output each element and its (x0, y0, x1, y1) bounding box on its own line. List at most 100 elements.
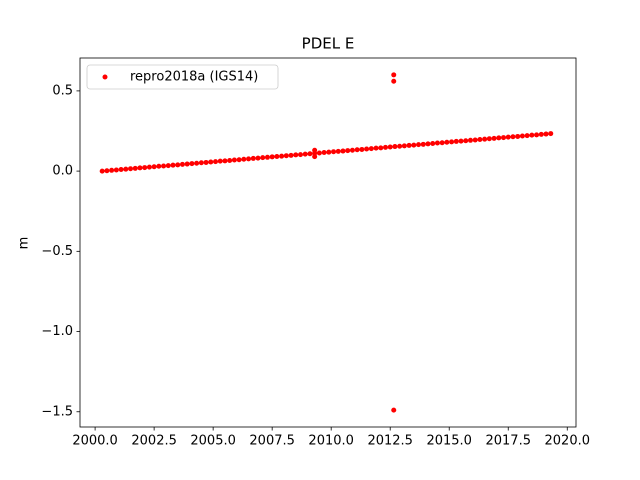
data-point (260, 155, 266, 161)
data-point (123, 166, 129, 172)
data-point (387, 144, 393, 150)
data-point (250, 155, 256, 161)
y-tick-label: 0.5 (52, 83, 73, 98)
data-point (548, 131, 554, 137)
data-point (467, 137, 473, 143)
data-point (170, 162, 176, 168)
data-point (321, 149, 327, 155)
y-tick-label: 0.0 (52, 164, 73, 179)
data-point (283, 153, 289, 159)
data-point (217, 158, 223, 164)
data-point (227, 158, 233, 164)
data-point (198, 160, 204, 166)
data-point (397, 143, 403, 149)
data-point (279, 153, 285, 159)
data-point (307, 151, 313, 157)
y-tick-label: −1.5 (41, 404, 73, 419)
data-point (458, 138, 464, 144)
x-tick-label: 2015.0 (426, 434, 472, 449)
data-point (255, 155, 261, 161)
data-point (345, 148, 351, 154)
data-point (246, 156, 252, 162)
y-tick-label: −0.5 (41, 244, 73, 259)
data-point (392, 144, 398, 150)
y-tick-label: −1.0 (41, 324, 73, 339)
x-tick-label: 2000.0 (72, 434, 118, 449)
data-point (382, 144, 388, 150)
data-point (213, 159, 219, 165)
data-point (142, 165, 148, 171)
data-point (368, 146, 374, 152)
data-point (472, 137, 478, 143)
x-tick-label: 2002.5 (131, 434, 177, 449)
data-point (349, 147, 355, 153)
data-point (109, 167, 115, 173)
data-point (378, 145, 384, 151)
legend-marker (102, 74, 108, 80)
data-point (391, 407, 397, 413)
data-point (288, 152, 294, 158)
data-point (264, 154, 270, 160)
data-point (543, 131, 549, 137)
data-point (439, 140, 445, 146)
data-point (453, 138, 459, 144)
data-point (104, 168, 110, 174)
data-point (434, 140, 440, 146)
data-point (359, 146, 365, 152)
x-tick-label: 2010.0 (308, 434, 354, 449)
data-point (297, 152, 303, 158)
data-point (302, 151, 308, 157)
data-point (411, 142, 417, 148)
data-point (208, 159, 214, 165)
data-point (194, 160, 200, 166)
data-point (293, 152, 299, 158)
data-point (538, 131, 544, 137)
x-tick-label: 2020.0 (545, 434, 591, 449)
data-point (510, 134, 516, 140)
data-point (496, 135, 502, 141)
data-point (391, 78, 397, 84)
data-point (331, 149, 337, 155)
data-point (113, 167, 119, 173)
data-point (449, 139, 455, 145)
data-point (477, 137, 483, 143)
chart-title: PDEL E (302, 35, 355, 53)
data-point (316, 150, 322, 156)
data-point (312, 154, 318, 160)
data-point (161, 163, 167, 169)
data-point (463, 138, 469, 144)
data-point (401, 143, 407, 149)
legend-box (86, 64, 279, 90)
data-point (364, 146, 370, 152)
data-point (335, 148, 341, 154)
data-point (236, 157, 242, 163)
data-point (491, 135, 497, 141)
data-point (137, 165, 143, 171)
data-point (430, 141, 436, 147)
data-point (519, 133, 525, 139)
x-tick-label: 2017.5 (485, 434, 531, 449)
legend-label: repro2018a (IGS14) (130, 70, 258, 85)
data-point (501, 135, 507, 141)
data-point (99, 168, 105, 174)
data-point (486, 136, 492, 142)
data-point (132, 165, 138, 171)
data-point (128, 166, 134, 172)
data-point (354, 147, 360, 153)
data-point (534, 132, 540, 138)
data-point (406, 142, 412, 148)
data-point (189, 161, 195, 167)
x-tick-label: 2012.5 (367, 434, 413, 449)
data-point (524, 133, 530, 139)
data-point (416, 142, 422, 148)
data-point (326, 149, 332, 155)
data-point (118, 167, 124, 173)
x-tick-label: 2007.5 (249, 434, 295, 449)
data-point (156, 163, 162, 169)
data-point (505, 134, 511, 140)
data-point (165, 163, 171, 169)
data-point (340, 148, 346, 154)
data-point (391, 72, 397, 78)
